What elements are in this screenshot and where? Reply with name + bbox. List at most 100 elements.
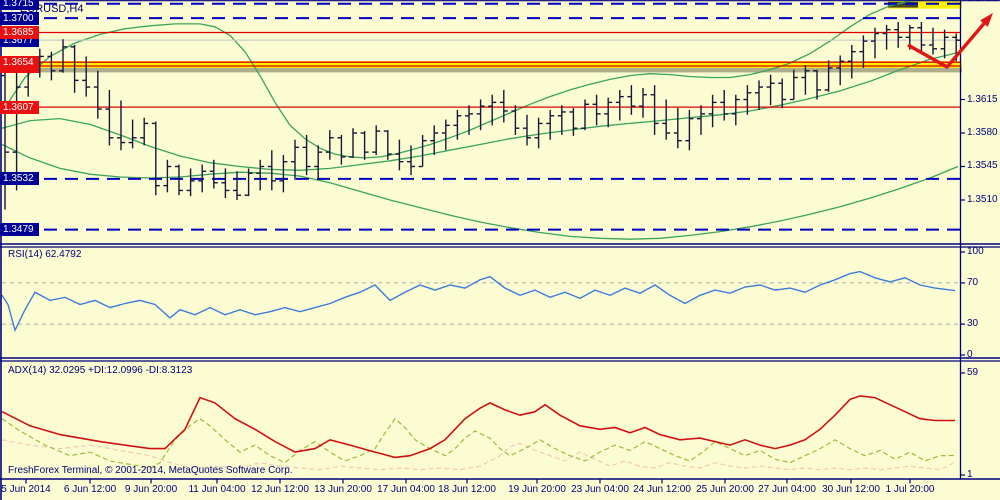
- ohlc-bar: [233, 171, 241, 200]
- ohlc-bar: [395, 139, 404, 171]
- ohlc-bar: [685, 110, 694, 151]
- ohlc-bar: [175, 164, 183, 196]
- ohlc-bar: [279, 155, 288, 193]
- ohlc-bar: [662, 99, 671, 140]
- ohlc-bar: [546, 110, 555, 140]
- ohlc-bar: [1, 65, 9, 210]
- ohlc-bar: [291, 139, 299, 180]
- ohlc-bar: [952, 33, 961, 62]
- rsi-scale-tick-70: 70: [967, 276, 979, 288]
- time-axis-label: 23 Jun 04:00: [571, 484, 629, 495]
- time-axis-label: 9 Jun 20:00: [124, 484, 178, 495]
- ohlc-bar: [650, 85, 659, 135]
- rsi-scale-tick-100: 100: [967, 246, 984, 257]
- price-axis-tick-1.3720: 1.3720: [967, 0, 998, 4]
- price-line-label-1.3479: 1.3479: [0, 223, 39, 237]
- price-line-label-1.3685: 1.3685: [0, 26, 39, 39]
- time-axis-label: 24 Jun 12:00: [633, 484, 691, 495]
- band-middle-line: [1, 51, 959, 171]
- ohlc-bar: [523, 114, 531, 146]
- ohlc-bar: [325, 130, 334, 160]
- ohlc-bar: [302, 134, 311, 176]
- ohlc-bar: [337, 134, 346, 165]
- time-axis-label: 13 Jun 20:00: [314, 484, 372, 495]
- rsi-line: [1, 270, 956, 333]
- ohlc-bar: [801, 65, 810, 95]
- ohlc-bar: [465, 105, 473, 135]
- ohlc-bar: [639, 88, 647, 118]
- highlight-band-0: [888, 0, 962, 9]
- minus-di-line: [1, 439, 956, 471]
- price-axis-tick-1.3615: 1.3615: [967, 93, 998, 105]
- time-axis-label: 19 Jun 20:00: [508, 484, 566, 495]
- ohlc-bar: [267, 150, 276, 191]
- price-axis-tick-1.3510: 1.3510: [967, 193, 998, 205]
- terminal-copyright: FreshForex Terminal, © 2001-2014, MetaQu…: [8, 465, 293, 476]
- ohlc-bar: [708, 94, 717, 128]
- ohlc-bar: [140, 117, 149, 146]
- ohlc-bar: [917, 21, 926, 52]
- ohlc-bar: [209, 159, 218, 189]
- ohlc-bar: [441, 119, 450, 151]
- rsi-indicator-label: RSI(14) 62.4792: [8, 249, 82, 260]
- adx-indicator-label: ADX(14) 32.0295 +DI:12.0996 -DI:8.3123: [8, 365, 193, 376]
- ohlc-bar: [314, 145, 323, 180]
- ohlc-bar: [105, 89, 114, 146]
- ohlc-bar: [383, 130, 392, 160]
- ohlc-bar: [905, 24, 914, 50]
- ohlc-bar: [360, 131, 369, 160]
- ohlc-bar: [894, 21, 903, 48]
- ohlc-bar: [82, 56, 91, 97]
- time-axis-label: 18 Jun 12:00: [438, 484, 496, 495]
- ohlc-bar: [824, 60, 833, 92]
- ohlc-bar: [604, 97, 613, 128]
- adx-scale-tick-1: 1: [967, 469, 973, 480]
- highlight-band-1: [18, 61, 962, 68]
- ohlc-bar: [151, 121, 160, 196]
- time-axis-label: 6 Jun 12:00: [63, 484, 117, 495]
- ohlc-bar: [488, 94, 497, 126]
- highlight-dark-blob: [888, 1, 918, 8]
- ohlc-bar: [117, 100, 125, 151]
- band-upper-line: [1, 0, 959, 159]
- ohlc-bar: [731, 94, 740, 126]
- ohlc-bar: [615, 89, 624, 121]
- time-axis-label: 5 Jun 2014: [1, 484, 51, 495]
- ohlc-bar: [256, 159, 265, 191]
- ohlc-bar: [12, 70, 21, 191]
- ohlc-bar: [93, 70, 102, 119]
- time-axis-label: 30 Jun 12:00: [822, 484, 880, 495]
- adx-scale-tick-59: 59: [967, 367, 979, 378]
- ohlc-bar: [882, 24, 891, 50]
- ohlc-bar: [499, 89, 508, 123]
- ohlc-bar: [430, 125, 439, 156]
- ohlc-bar: [581, 99, 589, 131]
- ohlc-bar: [221, 168, 230, 199]
- band-lower-line: [1, 143, 959, 240]
- ohlc-bar: [859, 35, 868, 68]
- ohlc-bar: [534, 117, 543, 149]
- ohlc-bar: [673, 108, 682, 149]
- price-axis-tick-1.3545: 1.3545: [967, 160, 998, 172]
- ohlc-bar: [627, 85, 636, 115]
- ohlc-bar: [929, 27, 937, 55]
- ohlc-bar: [836, 55, 845, 86]
- time-axis-label: 1 Jul 20:00: [885, 484, 935, 495]
- time-axis-label: 17 Jun 04:00: [377, 484, 435, 495]
- ohlc-bar: [755, 80, 763, 111]
- ohlc-bar: [59, 39, 67, 73]
- ohlc-bar: [766, 74, 775, 106]
- plus-di-line: [1, 417, 956, 469]
- ohlc-bar: [476, 99, 485, 131]
- ohlc-bar: [743, 85, 752, 115]
- ohlc-bar: [940, 29, 949, 59]
- ohlc-bar: [511, 105, 520, 135]
- ohlc-bar: [871, 27, 879, 59]
- ohlc-bar: [186, 168, 195, 197]
- price-line-label-1.3654: 1.3654: [0, 55, 39, 69]
- time-axis-label: 25 Jun 20:00: [696, 484, 754, 495]
- ohlc-bar: [47, 51, 56, 81]
- ohlc-bar: [813, 69, 821, 100]
